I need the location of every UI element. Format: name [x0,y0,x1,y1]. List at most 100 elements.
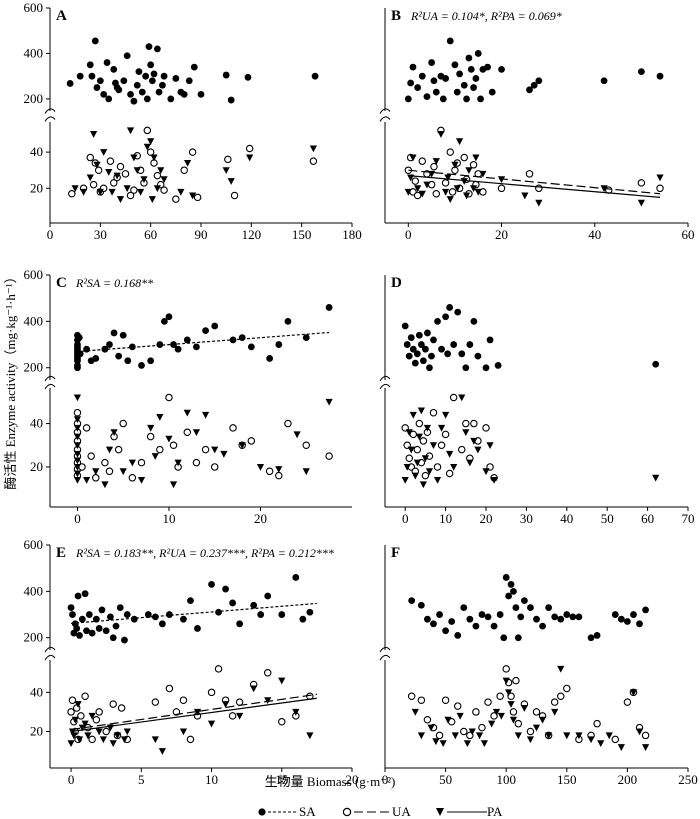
x-tick-label: 70 [682,511,695,526]
pa-point [113,172,121,180]
ua-point [278,717,286,726]
sa-point [470,84,477,91]
sa-point [311,72,319,80]
sa-point [494,362,502,369]
pa-point [90,131,98,138]
ua-point [637,179,646,187]
sa-point [432,88,440,96]
sa-point [264,592,272,600]
sa-point [407,79,415,87]
axis-break-mark [44,646,56,653]
sa-point [500,634,508,642]
pa-point [520,705,528,712]
pa-point [423,181,431,189]
axis-break-mark [379,654,391,661]
ua-point [156,445,164,454]
pa-point [150,154,158,162]
ua-point [126,191,135,200]
ua-point [165,393,173,402]
sa-point [428,59,436,66]
pa-point [413,459,421,467]
pa-point [92,468,100,476]
sa-point [66,80,74,87]
sa-point [423,93,431,101]
pa-point [403,463,411,471]
pa-point [532,724,541,732]
ua-point [497,184,506,193]
ua-point [94,166,103,174]
sa-point [78,615,86,623]
ua-point [68,189,76,198]
panel-label: E [56,545,66,561]
pa-point [100,149,108,156]
fit-line-pa [70,697,317,733]
pa-point [587,736,595,744]
sa-point [278,611,286,618]
ua-point [92,474,100,482]
panel-annotation: R²SA = 0.168** [75,276,153,290]
x-axis-label: 生物量 Biomass (g·m⁻²) [265,774,396,789]
axis-break-mark [44,383,56,390]
ua-point [482,424,490,432]
y-tick-label: 20 [30,724,43,739]
pa-point [433,476,442,484]
x-tick-label: 20 [254,511,267,526]
axis-break-mark [44,375,56,382]
pa-point [419,481,427,489]
pa-point [538,716,547,724]
pa-point [462,429,470,437]
pa-point [79,188,88,196]
sa-point [448,618,456,625]
ua-point [441,696,450,704]
sa-point [74,592,82,600]
pa-point [637,199,645,207]
sa-point [486,336,494,344]
pa-point [158,748,166,755]
sa-point [600,77,608,85]
ua-point [102,727,110,736]
ua-point [405,454,413,463]
pa-point [192,429,201,437]
sa-point [424,615,431,623]
sa-point [222,71,230,79]
sa-point [477,95,484,103]
pa-point [128,459,136,467]
pa-point [147,138,155,146]
x-tick-label: 0 [47,227,54,242]
panel-e: 0 5 10 15 20 200 400 600 20 40 E R²SA = 0.183**, R²… [24,537,359,787]
pa-point [557,665,565,673]
pa-point [575,732,583,740]
sa-point [424,329,431,337]
ua-point [656,184,664,193]
pa-point [551,708,559,716]
pa-point [509,716,518,724]
sa-point [160,72,168,80]
pa-point [222,167,230,175]
axis-break-mark [379,383,391,390]
ua-point [165,684,174,693]
pa-point [468,728,476,736]
pa-point [123,185,131,193]
pa-point [73,463,82,471]
sa-point [147,357,155,365]
y-axis-label: 酶活性 Enzyme activity（mg·kg⁻¹·h⁻¹） [3,270,18,489]
ua-point [92,716,101,724]
pa-point [220,450,228,458]
pa-point [105,169,113,176]
ua-point [119,419,127,428]
pa-point [629,689,638,697]
sa-point [73,625,81,632]
panel-annotation: R²UA = 0.104*, R²PA = 0.069* [410,9,562,23]
sa-point [575,613,583,621]
ua-point [67,708,75,716]
pa-point [507,701,515,708]
x-tick-label: 40 [560,511,573,526]
sa-point [257,611,265,618]
ua-point [430,162,438,171]
sa-point [180,615,187,623]
legend-marker-sa [258,808,266,816]
pa-point [236,712,244,720]
pa-point [479,170,487,178]
x-tick-label: 60 [641,511,654,526]
x-tick-label: 0 [405,227,412,242]
